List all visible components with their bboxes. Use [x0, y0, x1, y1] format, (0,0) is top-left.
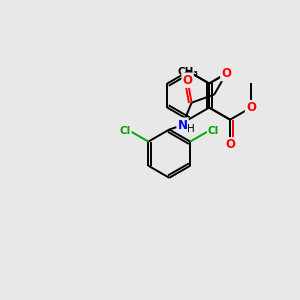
Text: H: H: [187, 124, 195, 134]
Text: CH₃: CH₃: [177, 67, 198, 77]
Text: Cl: Cl: [208, 126, 219, 136]
Text: O: O: [221, 67, 231, 80]
Text: Cl: Cl: [119, 126, 130, 136]
Text: N: N: [178, 118, 188, 132]
Text: O: O: [225, 138, 235, 151]
Text: O: O: [246, 101, 256, 114]
Text: O: O: [183, 74, 193, 87]
